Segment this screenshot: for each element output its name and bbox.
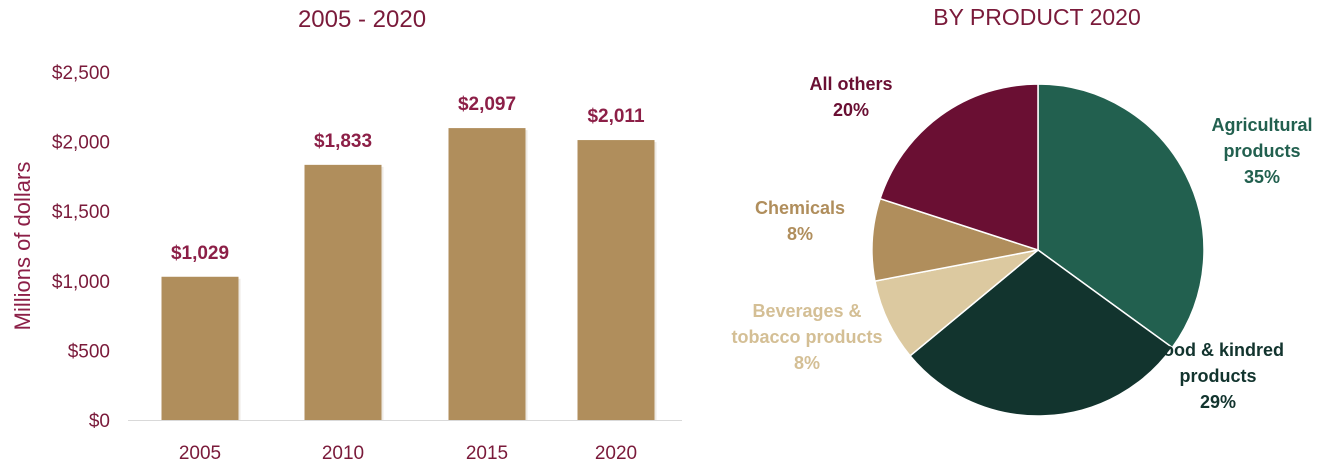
y-tick-label: $500 <box>68 341 110 362</box>
pie-slice-label: Food & kindred <box>1152 340 1284 360</box>
bar-value-label: $2,097 <box>458 94 516 115</box>
pie-slice-label: tobacco products <box>731 327 882 347</box>
pie-chart-title: BY PRODUCT 2020 <box>933 4 1141 30</box>
pie-slice-label: Agricultural <box>1211 115 1312 135</box>
bar-value-label: $1,029 <box>171 243 229 264</box>
bar-value-label: $1,833 <box>314 131 372 152</box>
bar-2010 <box>304 164 382 420</box>
bar-2005 <box>161 276 239 420</box>
pie-slice-label: 35% <box>1244 167 1280 187</box>
pie-slice-agricultural <box>1037 83 1205 349</box>
pie-slice-label: 8% <box>794 353 820 373</box>
bar-2020 <box>577 140 655 421</box>
y-axis-label: Millions of dollars <box>10 162 35 331</box>
y-tick-label: $2,000 <box>52 133 110 154</box>
x-tick-label: 2005 <box>179 443 221 464</box>
pie-slice-all-others <box>879 83 1039 252</box>
x-tick-label: 2020 <box>595 443 637 464</box>
pie-slice-label: All others <box>809 74 892 94</box>
pie-slice-label: 20% <box>833 100 869 120</box>
pie-slice-label: Chemicals <box>755 198 845 218</box>
pie-slice-label: 29% <box>1200 392 1236 412</box>
bar-2015 <box>448 128 526 420</box>
y-tick-label: $1,000 <box>52 272 110 293</box>
pie-slice-label: products <box>1179 366 1256 386</box>
pie-slice-food-kindred <box>909 249 1174 417</box>
y-tick-label: $2,500 <box>52 63 110 84</box>
y-tick-label: $1,500 <box>52 202 110 223</box>
pie-slice-label: Beverages & <box>752 301 861 321</box>
pie-slice-label: products <box>1223 141 1300 161</box>
bar-value-label: $2,011 <box>587 106 644 127</box>
y-tick-label: $0 <box>89 411 110 432</box>
x-tick-label: 2010 <box>322 443 364 464</box>
bar-chart-title: 2005 - 2020 <box>297 6 427 33</box>
pie-slice-label: 8% <box>787 224 813 244</box>
x-tick-label: 2015 <box>466 443 508 464</box>
